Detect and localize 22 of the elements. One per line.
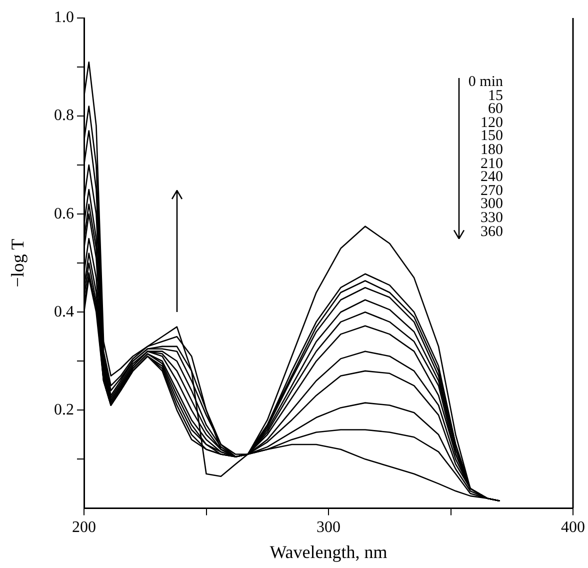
y-axis-title: −log T <box>8 238 28 288</box>
annotation: 240 <box>480 169 503 186</box>
annotation: 210 <box>480 156 503 172</box>
annotation: 270 <box>480 182 503 199</box>
annotation: 360 <box>480 224 503 240</box>
annotation: 330 <box>480 210 503 226</box>
annotation: 0 min <box>467 74 503 90</box>
y-tick-label: 0.2 <box>54 401 74 418</box>
annotation: 15 <box>487 88 503 104</box>
annotation: 300 <box>480 196 503 212</box>
y-tick-label: 1.0 <box>54 9 74 26</box>
y-tick-label: 0.6 <box>54 205 74 222</box>
x-tick-label: 400 <box>561 519 585 536</box>
y-tick-label: 0.8 <box>54 107 74 124</box>
annotation: 150 <box>480 128 503 144</box>
annotation: 180 <box>480 142 503 158</box>
x-tick-label: 300 <box>316 519 340 536</box>
x-tick-label: 200 <box>72 519 96 536</box>
y-tick-label: 0.4 <box>54 303 74 320</box>
annotation: 120 <box>480 114 503 131</box>
x-axis-title: Wavelength, nm <box>270 542 388 562</box>
annotation: 60 <box>488 101 503 118</box>
